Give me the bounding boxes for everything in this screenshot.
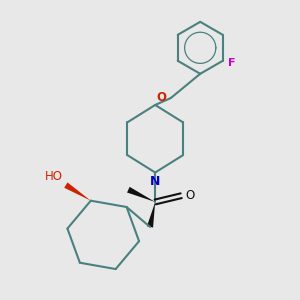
Polygon shape [127,187,155,202]
Text: F: F [228,58,236,68]
Text: O: O [185,189,195,202]
Polygon shape [147,202,155,227]
Polygon shape [64,182,91,201]
Text: N: N [150,175,160,188]
Text: HO: HO [45,170,63,183]
Text: O: O [156,91,166,104]
